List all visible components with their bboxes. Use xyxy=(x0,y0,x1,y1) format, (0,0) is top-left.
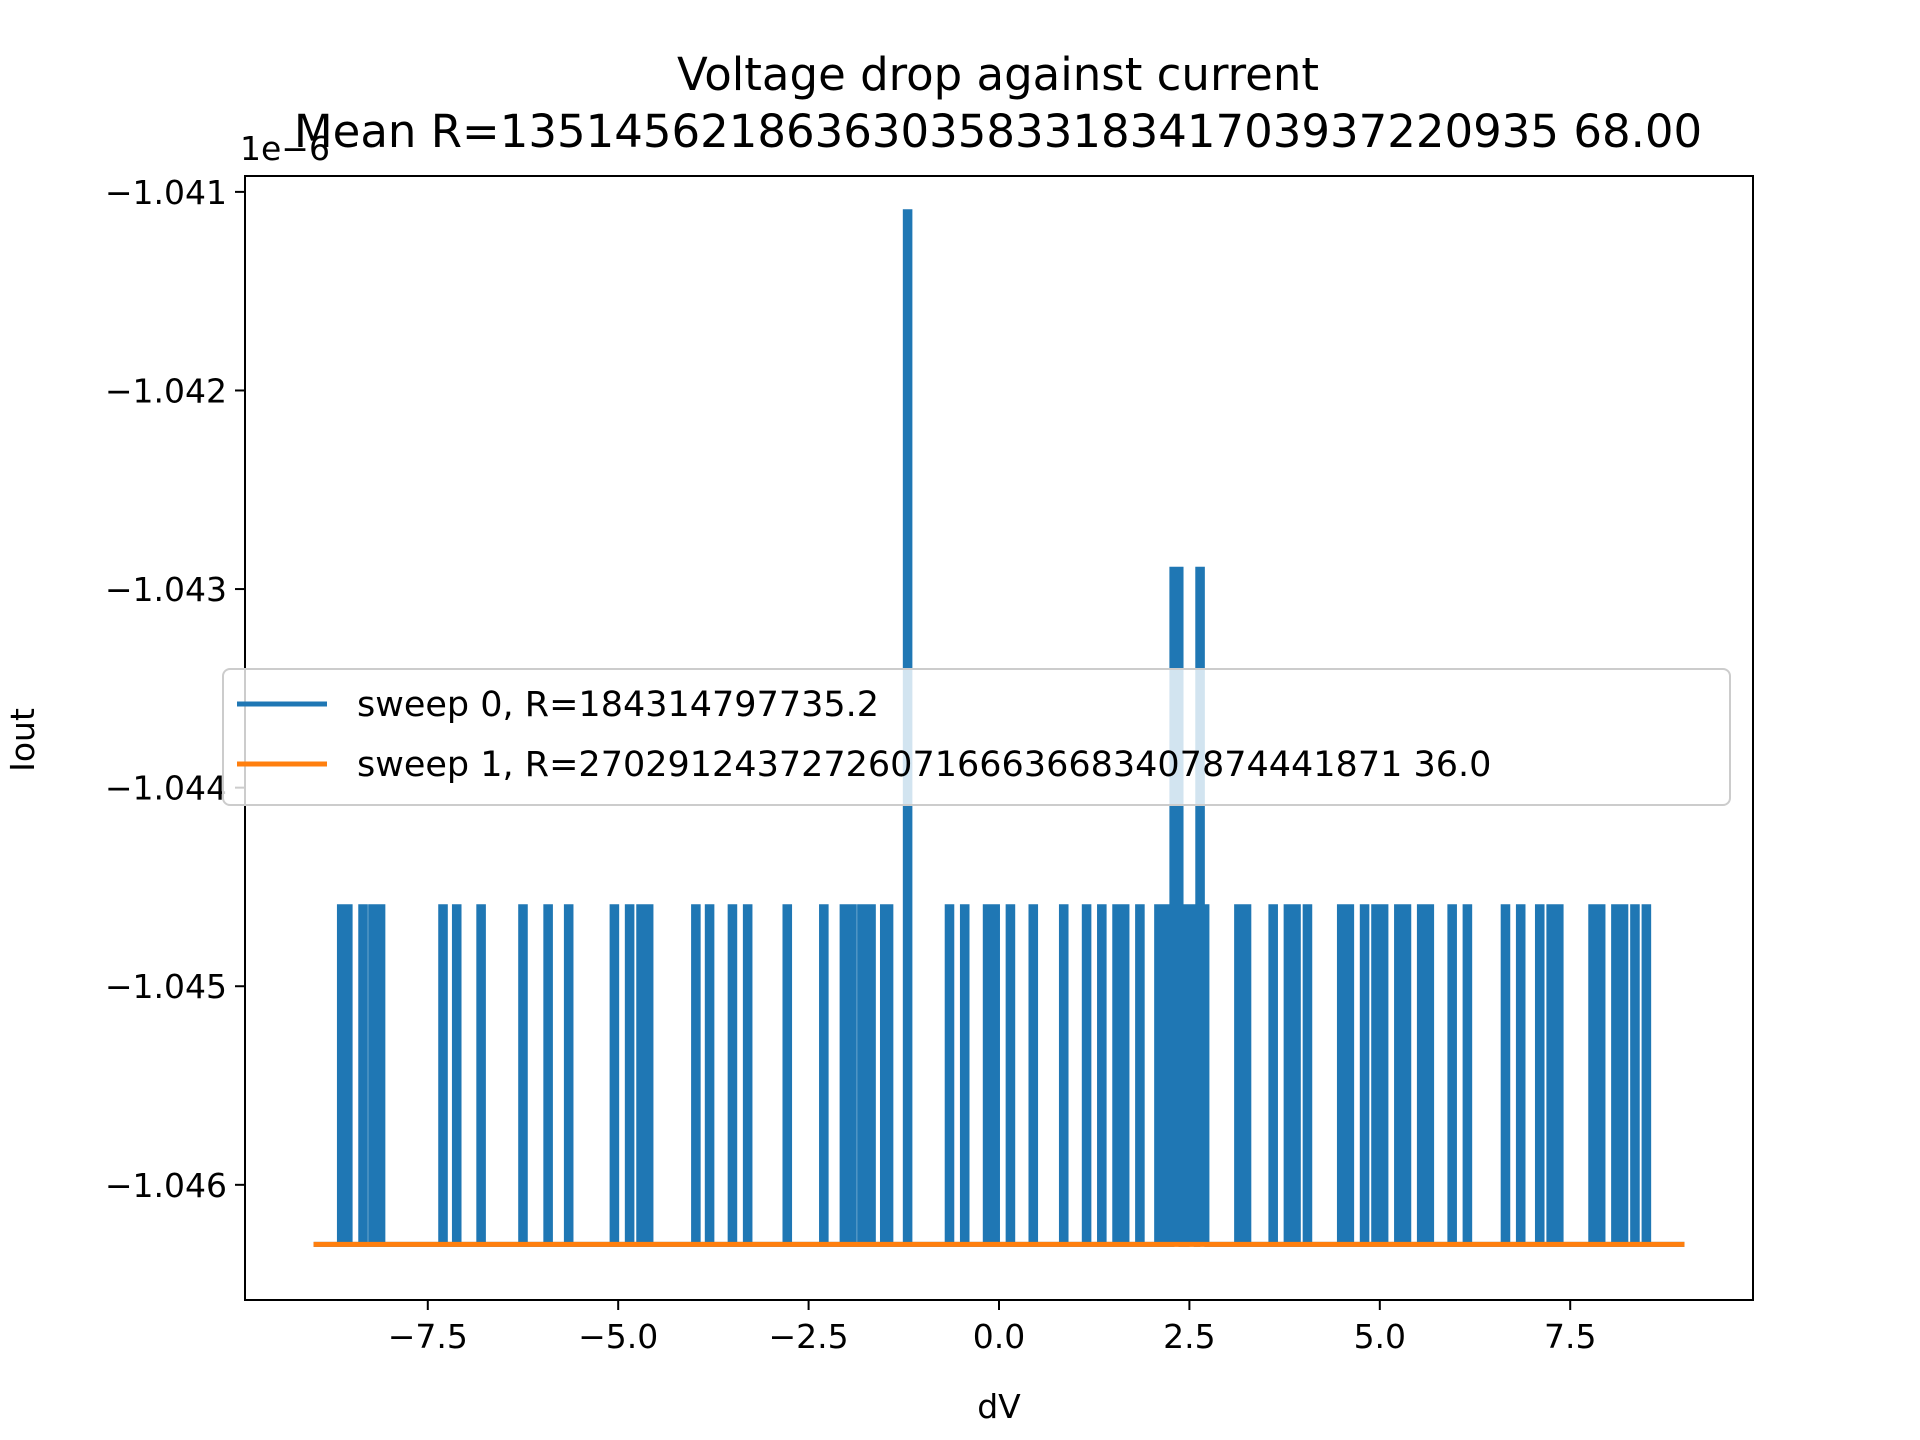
x-tick-label: 0.0 xyxy=(973,1317,1025,1356)
y-tick-label: −1.043 xyxy=(105,570,227,609)
x-tick-label: −5.0 xyxy=(578,1317,658,1356)
x-tick-label: 2.5 xyxy=(1163,1317,1215,1356)
y-axis-offset-label: 1e−6 xyxy=(240,129,330,168)
y-axis-ticks: −1.046 −1.045 −1.044 −1.043 −1.042 −1.041 xyxy=(105,173,245,1205)
y-tick-label: −1.044 xyxy=(105,769,227,808)
x-tick-label: 5.0 xyxy=(1354,1317,1406,1356)
y-tick-label: −1.045 xyxy=(105,967,227,1006)
x-tick-label: −2.5 xyxy=(769,1317,849,1356)
x-axis-ticks: −7.5 −5.0 −2.5 0.0 2.5 5.0 7.5 xyxy=(388,1300,1596,1356)
legend-label-sweep-0: sweep 0, R=184314797735.2 xyxy=(357,685,879,725)
series-layer xyxy=(313,209,1685,1247)
legend: sweep 0, R=184314797735.2 sweep 1, R=270… xyxy=(222,668,1731,806)
x-tick-label: 7.5 xyxy=(1544,1317,1596,1356)
x-axis-label: dV xyxy=(977,1387,1021,1426)
y-axis-label: Iout xyxy=(3,708,42,772)
legend-box xyxy=(222,668,1731,806)
legend-label-sweep-1: sweep 1, R=27029124372726071666366834078… xyxy=(357,745,1491,785)
chart-subtitle: Mean R=135145621863630358331834170393722… xyxy=(294,105,1702,158)
y-tick-label: −1.042 xyxy=(105,371,227,410)
y-tick-label: −1.041 xyxy=(105,173,227,212)
chart-title: Voltage drop against current xyxy=(677,48,1319,101)
y-tick-label: −1.046 xyxy=(105,1166,227,1205)
x-tick-label: −7.5 xyxy=(388,1317,468,1356)
